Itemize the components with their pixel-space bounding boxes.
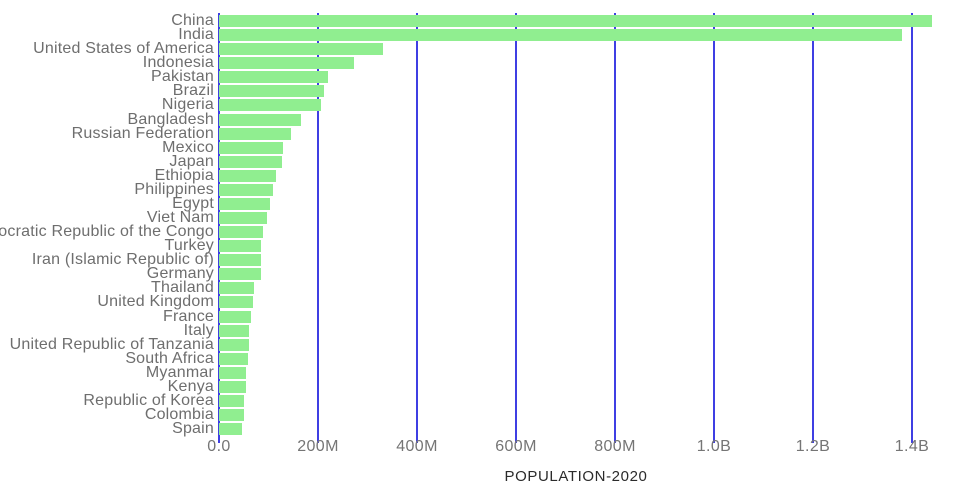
bar — [219, 141, 283, 154]
bar — [219, 71, 329, 84]
y-axis-label: Republic of Korea — [83, 391, 214, 409]
bar — [219, 282, 254, 295]
y-axis-label: Japan — [169, 152, 214, 170]
y-axis-label: France — [163, 307, 214, 325]
y-axis-label: Myanmar — [145, 363, 214, 381]
y-axis-label: Spain — [172, 420, 214, 437]
y-axis-label: Mexico — [162, 138, 214, 156]
y-axis-label: Nigeria — [161, 96, 214, 114]
y-axis-label: United Republic of Tanzania — [9, 335, 214, 353]
y-axis-label: Italy — [183, 321, 214, 339]
x-tick-label: 200M — [297, 438, 339, 455]
bar — [219, 15, 932, 27]
gridline-200M — [317, 13, 319, 443]
bar — [219, 268, 261, 281]
bar — [219, 366, 246, 379]
bar — [219, 310, 252, 323]
y-axis-label: Germany — [146, 265, 214, 283]
y-axis-label: Thailand — [151, 279, 214, 297]
gridline-400M — [416, 13, 418, 443]
y-axis-label: Kenya — [167, 377, 214, 395]
bar — [219, 169, 276, 182]
x-tick-label: 400M — [396, 438, 438, 455]
bar — [219, 85, 325, 98]
y-axis-label: Viet Nam — [146, 209, 214, 226]
y-axis-label: Brazil — [172, 82, 214, 100]
bar — [219, 240, 261, 253]
x-tick-label: 1.0B — [696, 438, 732, 455]
x-tick-label: 800M — [594, 438, 636, 455]
bar — [219, 113, 301, 126]
gridline-1.2B — [812, 13, 814, 443]
bar — [219, 155, 282, 168]
x-tick-label: 1.4B — [894, 438, 930, 455]
y-axis-label: India — [178, 26, 214, 44]
gridline-600M — [515, 13, 517, 443]
bar — [219, 380, 246, 393]
y-axis-label: Turkey — [164, 237, 214, 255]
gridline-1.0B — [713, 13, 715, 443]
y-axis-label: Ethiopia — [154, 166, 214, 184]
y-axis-label: Bangladesh — [127, 110, 214, 128]
y-axis-label: Colombia — [144, 406, 214, 423]
bar — [219, 324, 249, 337]
y-axis-label: United Kingdom — [97, 293, 214, 311]
y-axis-label: Pakistan — [151, 68, 214, 86]
bar — [219, 423, 243, 435]
bar — [219, 43, 383, 56]
y-axis-label: Philippines — [134, 180, 214, 198]
gridline-800M — [614, 13, 616, 443]
y-axis-label: Russian Federation — [71, 124, 214, 142]
bar — [219, 183, 274, 196]
bar — [219, 197, 270, 210]
x-tick-label: 600M — [495, 438, 537, 455]
bar — [219, 57, 355, 70]
bar — [219, 296, 253, 309]
y-axis-label: China — [171, 12, 214, 29]
bar — [219, 409, 245, 421]
gridline-1.4B — [911, 13, 913, 443]
y-axis-label: Egypt — [172, 194, 214, 212]
bar — [219, 29, 903, 42]
y-axis-label: Indonesia — [142, 54, 214, 72]
y-axis-label: Democratic Republic of the Congo — [0, 223, 214, 241]
bar — [219, 226, 264, 239]
bar — [219, 99, 321, 112]
bar — [219, 394, 245, 407]
bar — [219, 212, 268, 224]
bar — [219, 127, 292, 140]
x-tick-label: 0.0 — [207, 438, 231, 455]
bar — [219, 352, 249, 365]
bar — [219, 338, 249, 351]
x-tick-label: 1.2B — [795, 438, 831, 455]
y-axis-label: United States of America — [33, 40, 214, 58]
x-axis-title: POPULATION-2020 — [504, 468, 648, 485]
y-axis-label: Iran (Islamic Republic of) — [31, 251, 214, 269]
y-axis-label: South Africa — [125, 349, 214, 367]
bar — [219, 254, 261, 267]
